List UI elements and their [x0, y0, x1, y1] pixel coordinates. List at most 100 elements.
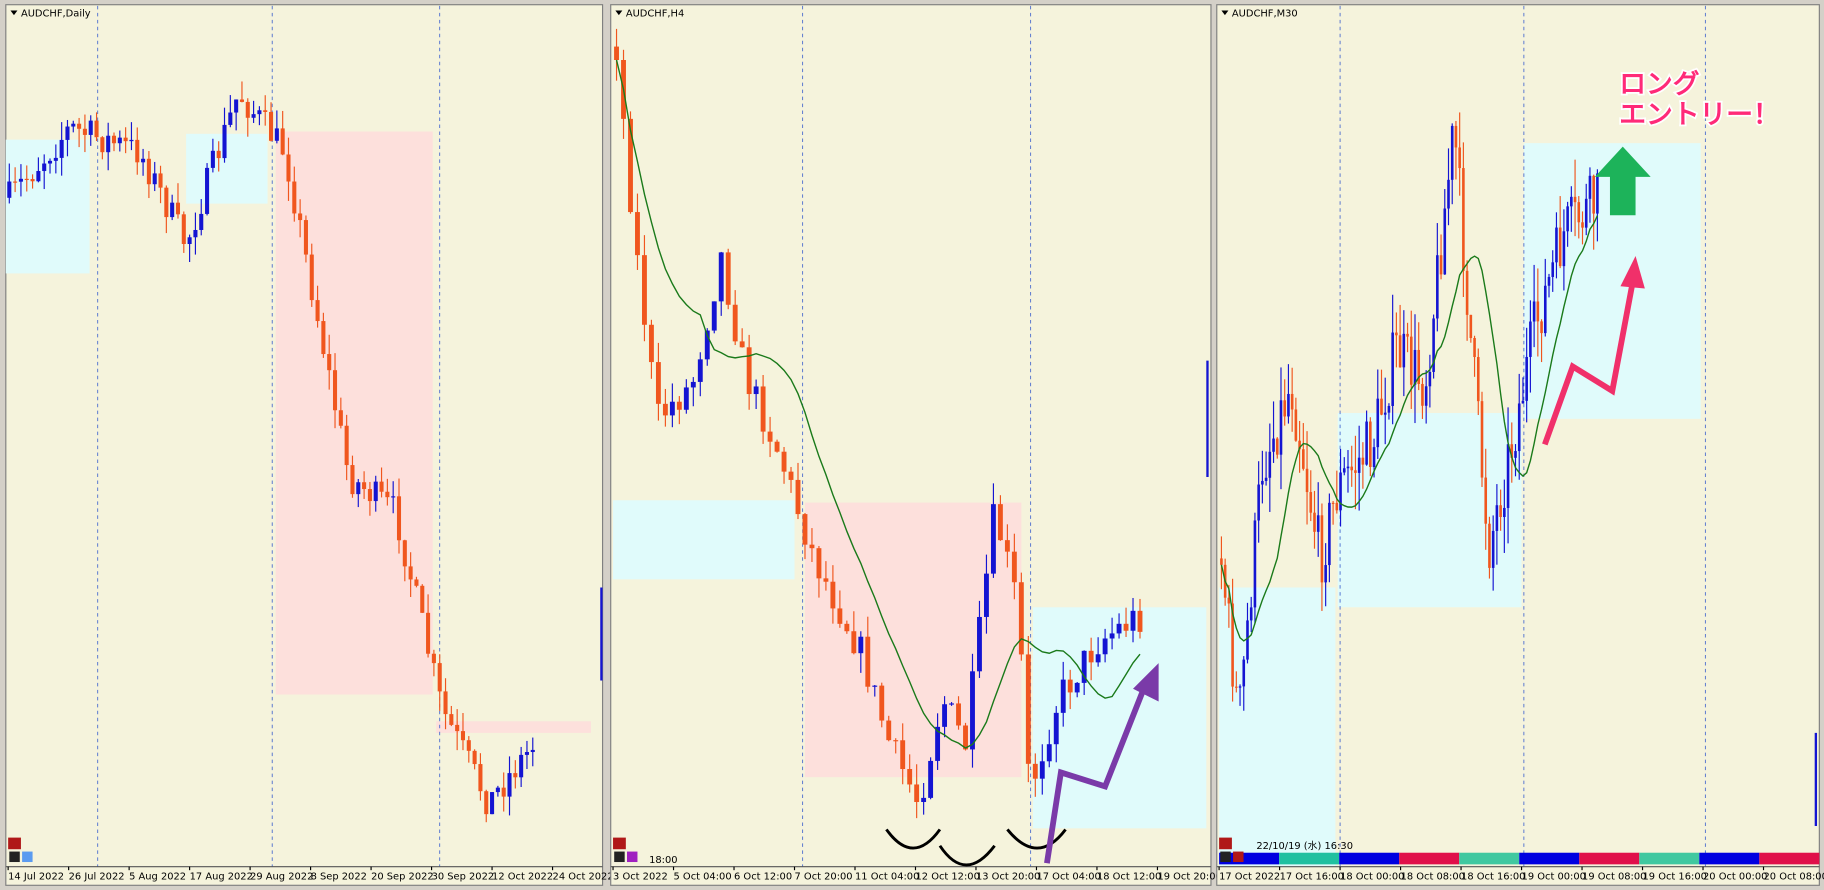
candle-body	[309, 254, 314, 301]
candle-body	[530, 749, 535, 753]
candle-body	[1395, 332, 1398, 336]
candle-body	[648, 324, 654, 363]
zone-box	[436, 721, 591, 733]
tool-icon	[9, 851, 20, 863]
candle-body	[997, 504, 1003, 541]
title-marker	[1221, 10, 1229, 16]
candle-body	[1462, 168, 1465, 271]
candle-body	[1302, 449, 1305, 469]
candle-body	[928, 760, 934, 798]
annotation-line: ロング	[1619, 68, 1700, 100]
candle-body	[472, 750, 477, 765]
zone-box	[186, 133, 268, 204]
candle-body	[1581, 222, 1584, 228]
candle-body	[391, 496, 396, 498]
candle-body	[1346, 466, 1350, 469]
candle-body	[1454, 125, 1458, 148]
candle-body	[990, 504, 996, 574]
candle-body	[1558, 227, 1562, 267]
candle-body	[1536, 301, 1540, 322]
candle-body	[420, 585, 425, 613]
annotations: ロング エントリー！	[885, 66, 1782, 867]
candle-body	[1361, 457, 1365, 465]
candle-body	[809, 544, 815, 549]
candle-body	[830, 581, 836, 609]
candle-body	[1540, 321, 1543, 334]
x-label: 12 Oct 12:00	[915, 871, 979, 882]
candle-body	[362, 482, 367, 490]
candle-body	[1465, 270, 1469, 315]
x-label: 12 Oct 2022	[492, 871, 553, 882]
candle-body	[280, 128, 285, 155]
candle-body	[234, 99, 239, 113]
candle-body	[344, 425, 349, 466]
x-label: 11 Oct 04:00	[855, 871, 919, 882]
candle-body	[921, 797, 927, 803]
candle-body	[753, 386, 759, 395]
candle-body	[519, 754, 524, 778]
candle-body	[373, 481, 378, 502]
candle-body	[1436, 255, 1439, 319]
candle-body	[228, 112, 233, 125]
candle-body	[327, 354, 332, 371]
candle-body	[152, 173, 157, 185]
zone-box	[804, 502, 1022, 778]
x-label: 8 Sep 2022	[311, 871, 367, 882]
candle-body	[216, 150, 221, 159]
x-label: 29 Aug 2022	[250, 871, 313, 882]
candle-body	[1488, 523, 1491, 568]
candle-body	[1060, 679, 1066, 713]
x-label: 20 Oct 00:00	[1703, 871, 1767, 882]
x-label: 20 Oct 08:00	[1764, 871, 1824, 882]
candle-body	[1476, 357, 1480, 402]
candle-body	[1398, 335, 1402, 368]
x-label: 19 Oct 20:00	[1157, 871, 1221, 882]
candle-body	[460, 731, 466, 741]
candle-body	[36, 171, 41, 182]
x-label: 18 Oct 16:00	[1461, 871, 1525, 882]
candle-body	[1543, 285, 1547, 334]
candle-body	[292, 181, 297, 214]
candle-body	[893, 740, 899, 742]
candle-body	[1261, 480, 1264, 485]
candle-body	[1109, 633, 1115, 639]
candle-body	[414, 579, 419, 586]
candle-body	[239, 99, 244, 102]
candle-body	[106, 135, 111, 153]
candle-body	[396, 496, 402, 541]
candle-body	[1510, 444, 1514, 458]
candle-body	[1417, 349, 1421, 384]
x-label: 18 Oct 00:00	[1340, 871, 1404, 882]
candle-body	[718, 252, 724, 302]
candle-body	[1279, 400, 1283, 455]
candle-body	[356, 482, 361, 495]
candle-body	[257, 110, 262, 115]
candle-body	[1555, 227, 1558, 263]
candle-body	[1447, 179, 1450, 209]
candle-body	[1577, 202, 1581, 223]
candle-body	[1499, 505, 1502, 518]
candle-body	[949, 703, 954, 705]
x-label: 24 Oct 2022	[553, 871, 614, 882]
candle-body	[251, 114, 256, 118]
tool-icon	[614, 851, 625, 863]
candle-body	[1473, 338, 1476, 358]
candle-body	[1081, 650, 1087, 683]
x-label: 17 Oct 2022	[1219, 871, 1280, 882]
candle-body	[82, 128, 87, 135]
candle-body	[1532, 301, 1536, 322]
candle-body	[77, 123, 82, 129]
candle-body	[7, 181, 12, 198]
candle-body	[164, 187, 169, 218]
candle-body	[795, 479, 801, 515]
candle-body	[732, 304, 738, 342]
candle-body	[1588, 175, 1592, 199]
candle-body	[1547, 276, 1551, 286]
candle-body	[1469, 314, 1473, 339]
candle-body	[1264, 477, 1268, 481]
candle-body	[59, 139, 64, 158]
candle-body	[1357, 457, 1361, 473]
candle-body	[1309, 492, 1313, 513]
